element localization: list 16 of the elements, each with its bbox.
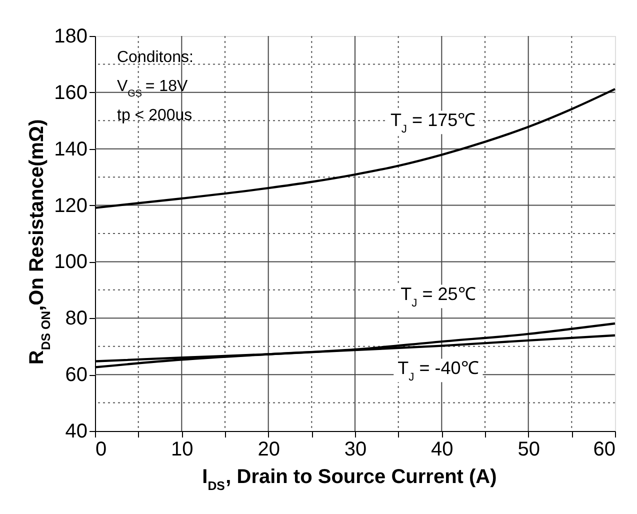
y-tick-label: 160 (54, 82, 88, 104)
x-tick-label: 30 (344, 438, 367, 460)
y-tick-label: 100 (54, 251, 88, 274)
y-axis-title: RDS ON,On Resistance(mΩ) (26, 119, 53, 365)
x-tick-label: 10 (171, 438, 194, 460)
y-tick-label: 120 (54, 194, 88, 217)
x-tick-label: 20 (258, 438, 280, 460)
x-tick-label: 0 (96, 438, 107, 460)
x-tick-label: 60 (593, 438, 616, 460)
y-tick-label: 80 (65, 308, 88, 330)
y-tick-label: 40 (65, 420, 88, 442)
x-tick-label: 50 (518, 438, 540, 460)
y-tick-label: 140 (54, 138, 88, 160)
x-tick-label: 40 (431, 438, 454, 460)
y-tick-label: 60 (65, 364, 88, 386)
y-tick-label: 180 (54, 26, 88, 48)
